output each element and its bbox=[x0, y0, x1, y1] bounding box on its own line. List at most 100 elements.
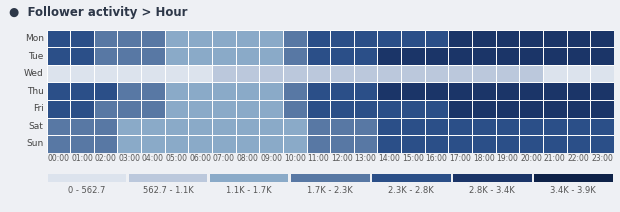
Bar bbox=[212, 100, 236, 117]
Bar bbox=[94, 82, 117, 100]
Bar bbox=[117, 65, 141, 82]
Text: 1.7K - 2.3K: 1.7K - 2.3K bbox=[308, 186, 353, 195]
Bar bbox=[472, 117, 495, 135]
Bar bbox=[330, 30, 354, 47]
Bar bbox=[188, 117, 212, 135]
Bar bbox=[117, 135, 141, 153]
Bar bbox=[188, 30, 212, 47]
Bar bbox=[378, 100, 401, 117]
Bar bbox=[259, 47, 283, 65]
Bar bbox=[70, 47, 94, 65]
Bar bbox=[543, 135, 567, 153]
Bar bbox=[590, 135, 614, 153]
Bar bbox=[70, 135, 94, 153]
Bar bbox=[378, 135, 401, 153]
Bar bbox=[212, 117, 236, 135]
Bar bbox=[401, 82, 425, 100]
Bar bbox=[165, 82, 188, 100]
Bar bbox=[46, 30, 70, 47]
Bar bbox=[448, 100, 472, 117]
Bar bbox=[425, 65, 448, 82]
Bar bbox=[330, 82, 354, 100]
Bar bbox=[567, 82, 590, 100]
Bar bbox=[330, 100, 354, 117]
Bar bbox=[495, 47, 519, 65]
Bar bbox=[306, 100, 330, 117]
Bar bbox=[165, 30, 188, 47]
Bar bbox=[472, 65, 495, 82]
Bar bbox=[425, 47, 448, 65]
Bar bbox=[165, 65, 188, 82]
Bar bbox=[425, 100, 448, 117]
Bar bbox=[306, 135, 330, 153]
Bar bbox=[425, 117, 448, 135]
Bar bbox=[472, 82, 495, 100]
Bar bbox=[212, 135, 236, 153]
Bar bbox=[117, 117, 141, 135]
Bar bbox=[117, 82, 141, 100]
Bar bbox=[46, 135, 70, 153]
Bar bbox=[378, 117, 401, 135]
Bar bbox=[306, 82, 330, 100]
Bar bbox=[401, 117, 425, 135]
Bar bbox=[306, 117, 330, 135]
Bar bbox=[236, 47, 259, 65]
Bar bbox=[141, 135, 165, 153]
Bar bbox=[448, 47, 472, 65]
Bar bbox=[94, 135, 117, 153]
Bar bbox=[378, 65, 401, 82]
Bar bbox=[165, 100, 188, 117]
Bar bbox=[330, 47, 354, 65]
Bar bbox=[448, 65, 472, 82]
Bar bbox=[141, 117, 165, 135]
Bar bbox=[212, 65, 236, 82]
Bar bbox=[117, 47, 141, 65]
Bar bbox=[567, 135, 590, 153]
Bar bbox=[283, 30, 306, 47]
Bar bbox=[519, 100, 543, 117]
Bar bbox=[567, 30, 590, 47]
Bar bbox=[519, 82, 543, 100]
Bar bbox=[495, 117, 519, 135]
Bar bbox=[259, 30, 283, 47]
Bar bbox=[306, 47, 330, 65]
Bar bbox=[259, 82, 283, 100]
Bar bbox=[283, 117, 306, 135]
Bar bbox=[165, 135, 188, 153]
Bar bbox=[188, 100, 212, 117]
Bar bbox=[354, 135, 378, 153]
Bar bbox=[141, 30, 165, 47]
Bar bbox=[46, 47, 70, 65]
Bar bbox=[448, 135, 472, 153]
Bar bbox=[354, 30, 378, 47]
Bar bbox=[188, 65, 212, 82]
Bar bbox=[401, 30, 425, 47]
Bar bbox=[46, 65, 70, 82]
Bar bbox=[188, 82, 212, 100]
Text: 562.7 - 1.1K: 562.7 - 1.1K bbox=[143, 186, 193, 195]
Bar bbox=[495, 100, 519, 117]
Bar bbox=[46, 100, 70, 117]
Bar bbox=[534, 174, 613, 182]
Bar bbox=[472, 135, 495, 153]
Bar bbox=[590, 100, 614, 117]
Bar bbox=[543, 65, 567, 82]
Bar bbox=[354, 100, 378, 117]
Bar bbox=[495, 82, 519, 100]
Bar bbox=[259, 135, 283, 153]
Bar bbox=[70, 117, 94, 135]
Bar bbox=[519, 47, 543, 65]
Bar bbox=[283, 135, 306, 153]
Bar bbox=[543, 100, 567, 117]
Bar bbox=[165, 47, 188, 65]
Bar bbox=[401, 65, 425, 82]
Bar bbox=[141, 47, 165, 65]
Bar bbox=[283, 47, 306, 65]
Bar bbox=[425, 82, 448, 100]
Bar bbox=[141, 65, 165, 82]
Bar bbox=[372, 174, 451, 182]
Bar bbox=[212, 30, 236, 47]
Bar bbox=[141, 100, 165, 117]
Bar bbox=[259, 65, 283, 82]
Bar bbox=[495, 135, 519, 153]
